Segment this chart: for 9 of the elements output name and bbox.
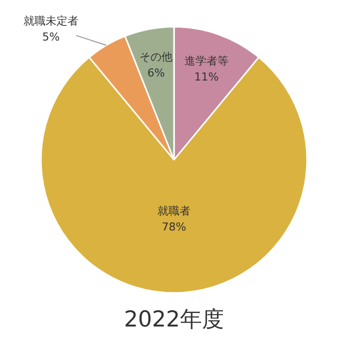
data-label: 11%	[194, 70, 219, 84]
text: 2022年度	[124, 308, 224, 333]
slice-label: 就職者	[158, 204, 190, 218]
data-label: 5%	[42, 30, 60, 44]
data-label: 6%	[147, 66, 165, 80]
slice-label: 進学者等	[184, 54, 228, 68]
slice-label: 就職未定者	[24, 14, 78, 28]
data-label: 78%	[162, 220, 186, 234]
slice-label: その他	[140, 50, 173, 64]
